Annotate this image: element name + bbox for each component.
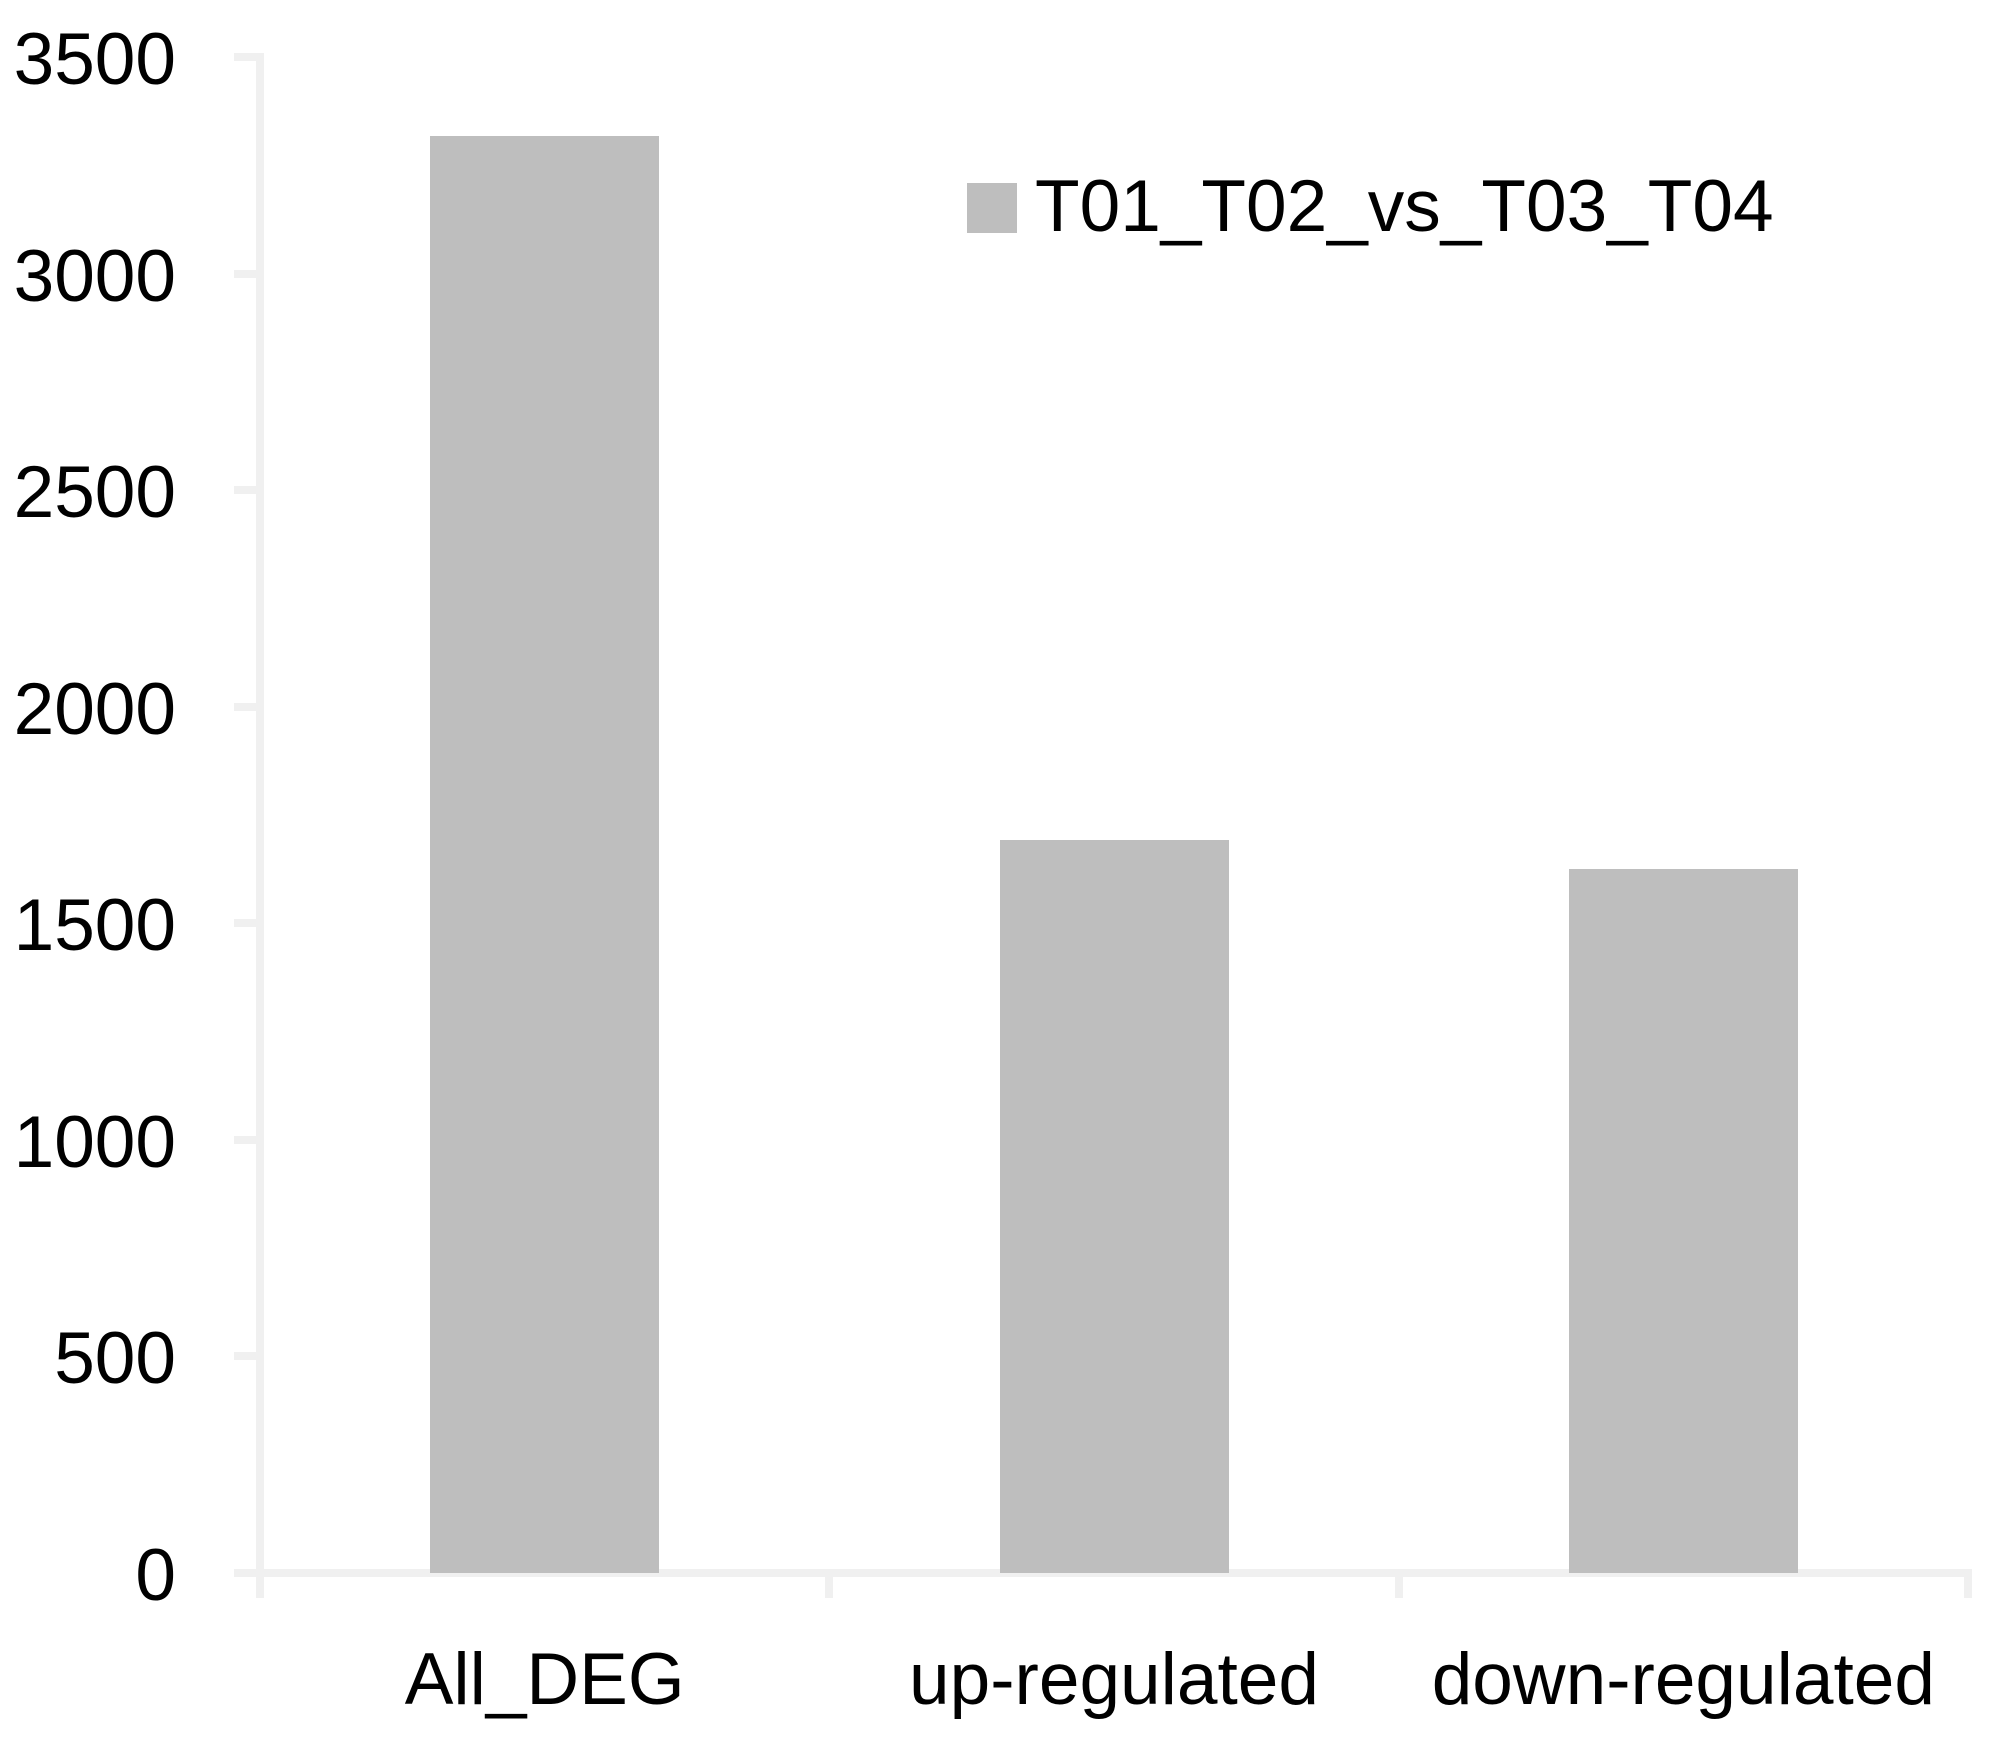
- x-boundary-tick-1: [825, 1577, 834, 1598]
- y-tick-label-3500: 3500: [13, 19, 176, 100]
- x-axis-line: [234, 1569, 1972, 1577]
- y-tick-label-2500: 2500: [13, 452, 176, 534]
- x-boundary-tick-2: [1394, 1577, 1403, 1598]
- bar-up-regulated: [999, 840, 1229, 1573]
- y-tick-500: [234, 1352, 260, 1361]
- legend-label: T01_T02_vs_T03_T04: [1035, 166, 1774, 247]
- x-label-All_DEG: All_DEG: [404, 1639, 685, 1720]
- legend-swatch: [967, 183, 1017, 233]
- y-tick-label-500: 500: [54, 1318, 176, 1400]
- y-tick-1500: [234, 919, 260, 928]
- y-tick-2500: [234, 486, 260, 495]
- y-tick-label-1500: 1500: [13, 885, 176, 967]
- bar-All_DEG: [430, 136, 660, 1573]
- y-tick-label-0: 0: [135, 1535, 176, 1616]
- x-label-down-regulated: down-regulated: [1431, 1639, 1935, 1720]
- x-boundary-tick-3: [1964, 1577, 1972, 1598]
- y-tick-label-2000: 2000: [13, 668, 176, 750]
- y-tick-3500: [234, 53, 260, 61]
- y-tick-1000: [234, 1135, 260, 1144]
- x-boundary-tick-0: [256, 1577, 264, 1598]
- y-tick-3000: [234, 269, 260, 278]
- x-label-up-regulated: up-regulated: [909, 1639, 1319, 1720]
- bar-down-regulated: [1568, 869, 1798, 1573]
- y-tick-label-1000: 1000: [13, 1101, 176, 1183]
- y-tick-label-3000: 3000: [13, 235, 176, 317]
- y-axis-line: [256, 53, 264, 1577]
- y-tick-2000: [234, 702, 260, 711]
- y-tick-0: [234, 1569, 260, 1577]
